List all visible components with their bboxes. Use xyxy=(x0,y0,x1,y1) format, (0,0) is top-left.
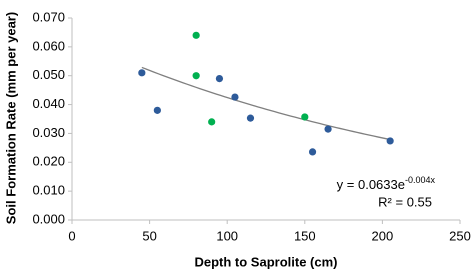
point xyxy=(208,118,216,126)
point xyxy=(231,93,239,101)
y-tick-label: 0.030 xyxy=(32,125,65,140)
x-tick-label: 50 xyxy=(142,228,156,243)
y-tick-label: 0.020 xyxy=(32,154,65,169)
x-tick-label: 250 xyxy=(449,228,471,243)
point xyxy=(308,148,317,156)
y-tick-label: 0.050 xyxy=(32,67,65,82)
y-tick-label: 0.060 xyxy=(32,38,65,53)
x-tick-label: 100 xyxy=(216,228,238,243)
x-tick-label: 0 xyxy=(68,228,75,243)
x-axis-label: Depth to Saprolite (cm) xyxy=(194,254,337,269)
r-squared: R² = 0.55 xyxy=(378,194,432,209)
y-tick-label: 0.000 xyxy=(32,211,65,226)
point xyxy=(138,69,146,77)
point xyxy=(301,113,309,121)
point xyxy=(246,114,255,122)
trendline xyxy=(141,66,391,141)
equation-exponent: -0.004x xyxy=(405,175,436,185)
x-tick-label: 150 xyxy=(294,228,316,243)
x-tick-label: 200 xyxy=(372,228,394,243)
point xyxy=(192,72,200,80)
y-tick-label: 0.010 xyxy=(32,183,65,198)
y-axis-label: Soil Formation Rate (mm per year) xyxy=(3,12,18,224)
point xyxy=(192,31,200,39)
y-tick-label: 0.070 xyxy=(32,9,65,24)
point xyxy=(386,137,394,145)
point xyxy=(153,106,161,114)
trend-equation: y = 0.0633e-0.004x xyxy=(337,175,436,192)
y-tick-label: 0.040 xyxy=(32,96,65,111)
equation-base: y = 0.0633e xyxy=(337,177,405,192)
point xyxy=(324,125,332,133)
point xyxy=(215,75,224,83)
